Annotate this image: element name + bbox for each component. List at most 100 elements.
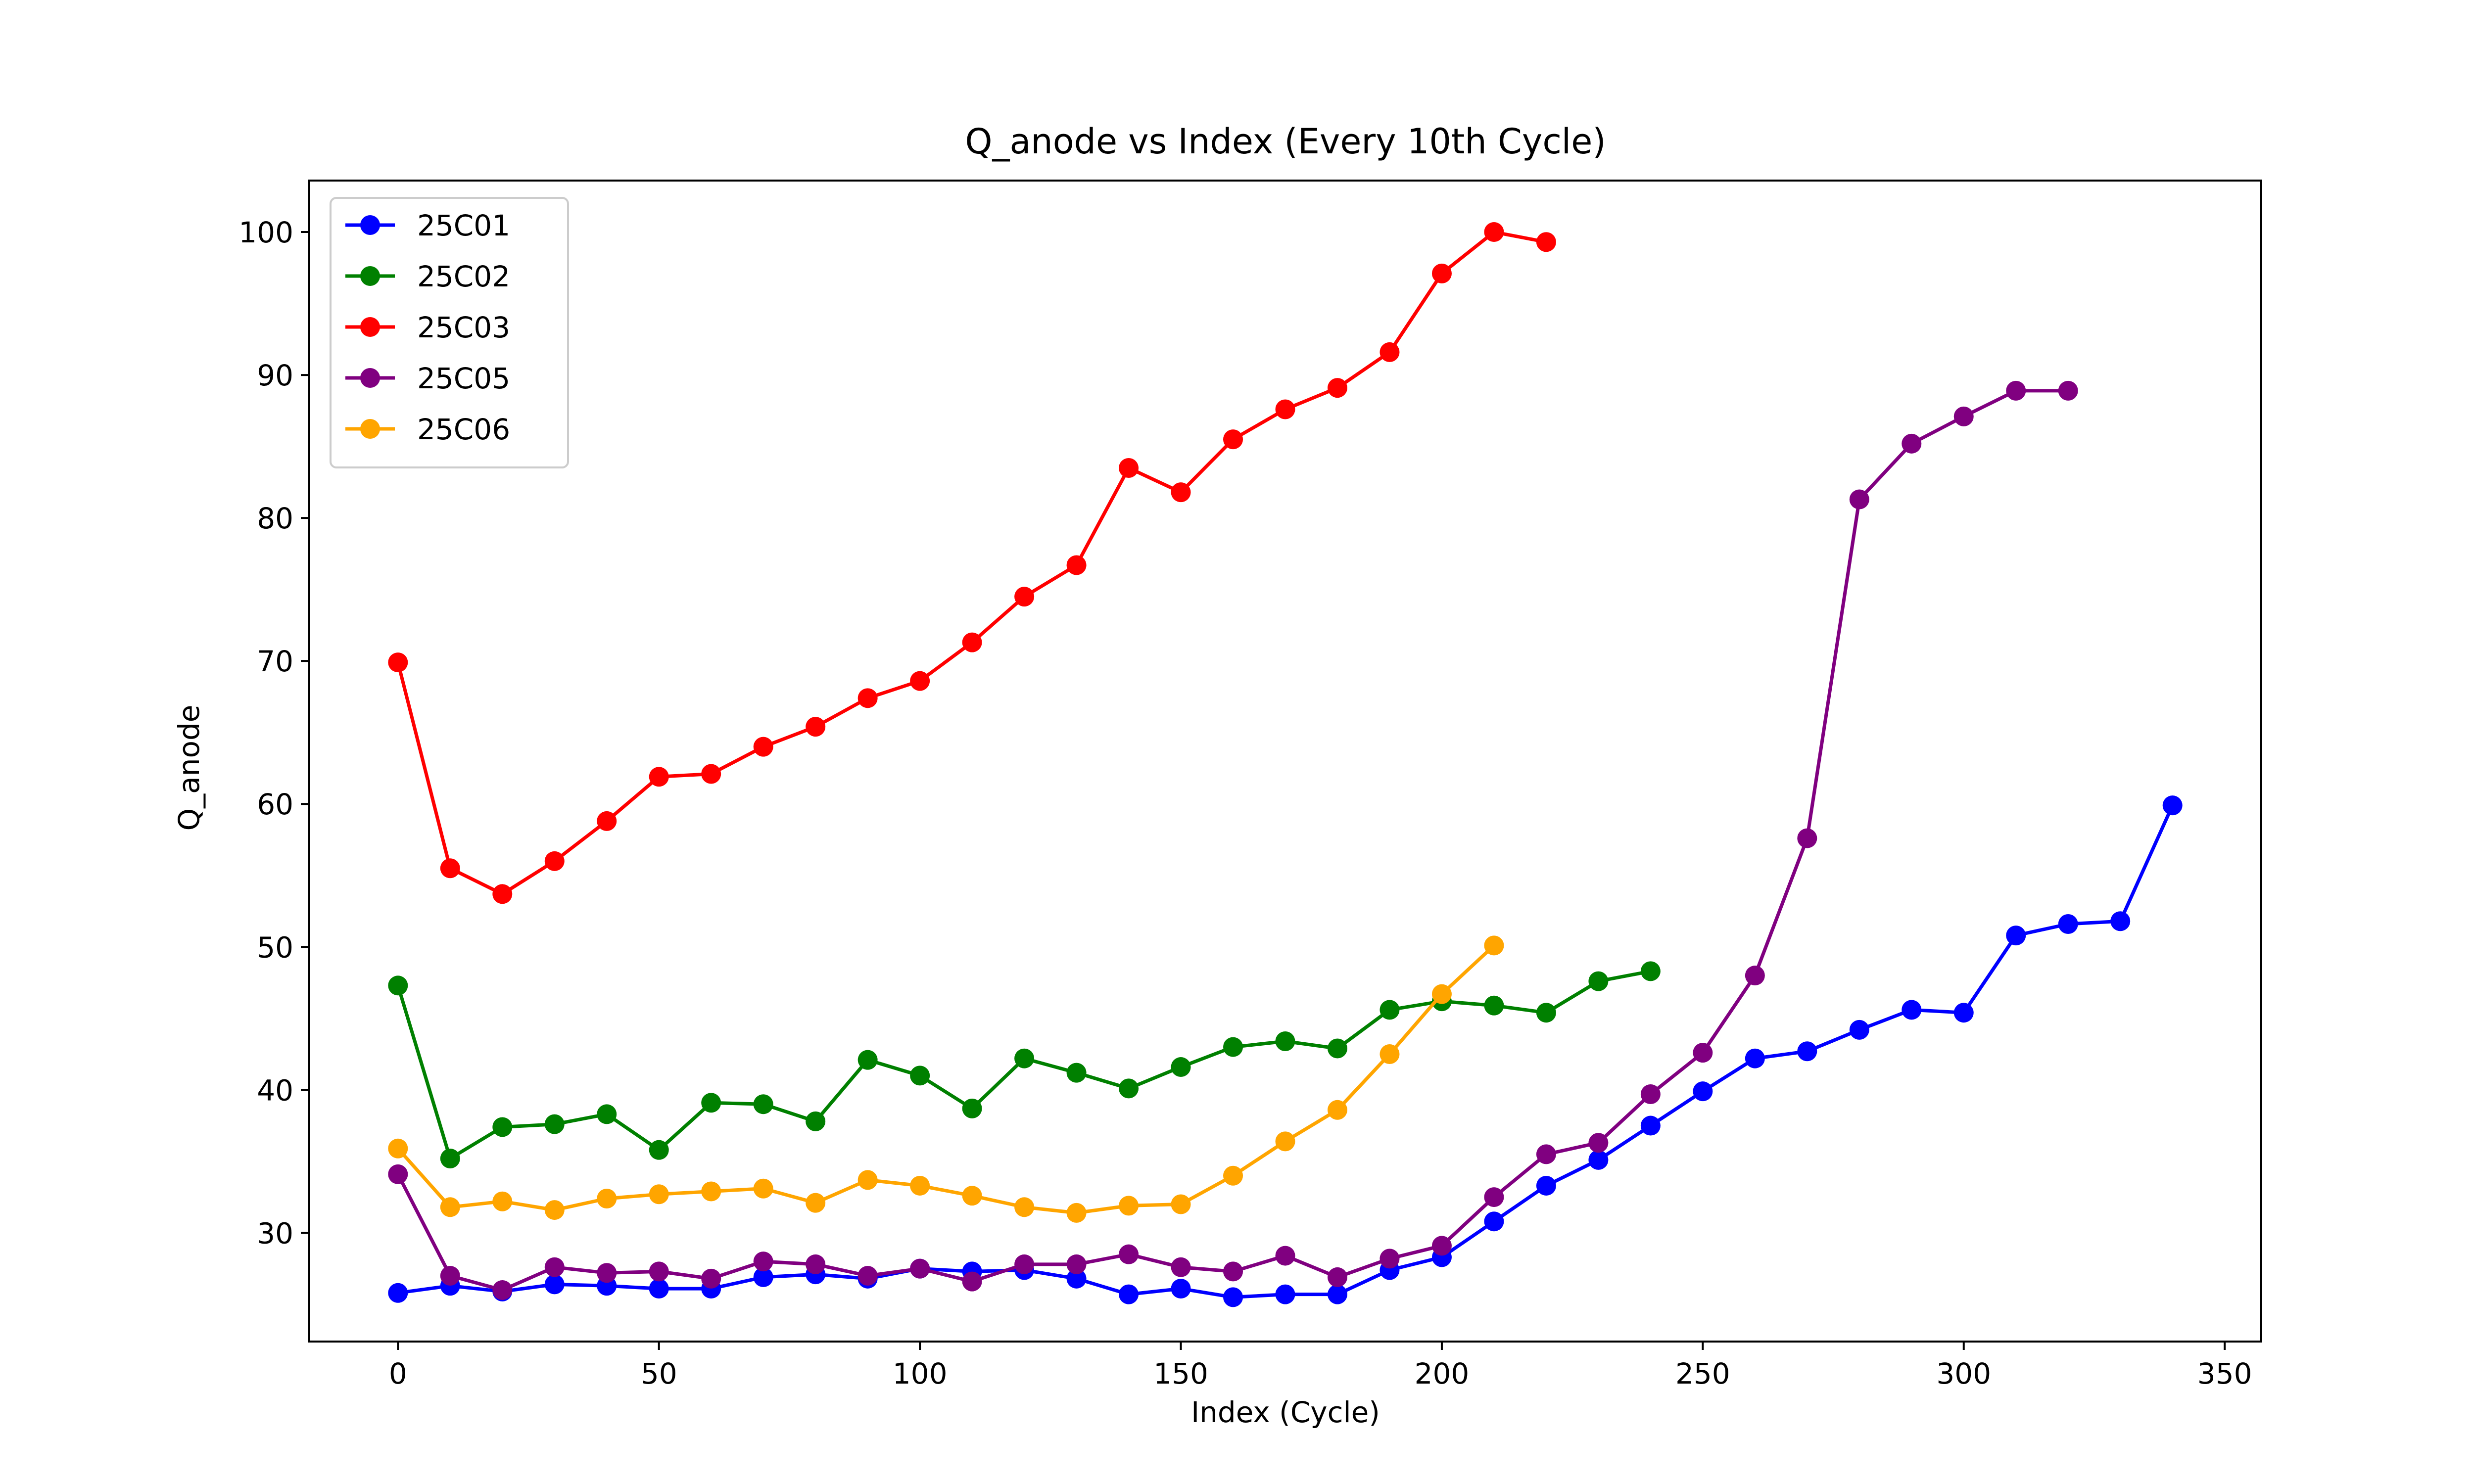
legend-box: [330, 197, 569, 468]
data-point: [649, 767, 669, 787]
data-point: [1171, 1257, 1191, 1277]
data-point: [1536, 232, 1556, 252]
data-point: [2006, 926, 2026, 946]
data-point: [1119, 458, 1139, 478]
data-point: [1171, 482, 1191, 503]
data-point: [1275, 399, 1295, 419]
data-point: [2110, 911, 2131, 931]
data-point: [1014, 1197, 1035, 1217]
data-point: [1902, 433, 1922, 454]
data-point: [1014, 1048, 1035, 1068]
data-point: [1014, 587, 1035, 607]
data-point: [1223, 1287, 1243, 1307]
data-point: [1380, 1249, 1400, 1269]
data-point: [753, 1267, 773, 1287]
legend-label: 25C05: [417, 362, 510, 395]
data-point: [1327, 378, 1347, 398]
data-point: [857, 1050, 878, 1070]
y-tick-label: 100: [238, 216, 293, 249]
data-point: [1066, 1268, 1087, 1289]
data-point: [753, 1252, 773, 1272]
data-point: [1275, 1031, 1295, 1052]
data-point: [753, 1094, 773, 1114]
data-point: [1171, 1279, 1191, 1299]
data-point: [1536, 1003, 1556, 1023]
data-point: [388, 1138, 408, 1159]
data-point: [544, 1257, 565, 1277]
y-tick-label: 30: [257, 1216, 293, 1250]
y-tick-label: 60: [257, 788, 293, 821]
data-point: [753, 737, 773, 757]
data-point: [1327, 1038, 1347, 1059]
x-tick-label: 100: [893, 1357, 948, 1391]
data-point: [1119, 1078, 1139, 1099]
data-point: [857, 688, 878, 708]
data-point: [440, 1266, 460, 1286]
data-point: [1953, 1003, 1974, 1023]
data-point: [440, 858, 460, 879]
legend-marker: [360, 266, 380, 286]
data-point: [1849, 1020, 1869, 1040]
data-point: [544, 1114, 565, 1134]
data-point: [1902, 1000, 1922, 1020]
plot-frame: [308, 180, 2262, 1343]
data-point: [544, 851, 565, 871]
data-point: [597, 811, 617, 831]
legend-marker: [360, 419, 380, 439]
data-point: [1066, 1203, 1087, 1223]
data-point: [1380, 1000, 1400, 1020]
data-point: [910, 1175, 930, 1196]
series-lines: [388, 222, 2183, 1307]
data-point: [1066, 555, 1087, 575]
data-point: [544, 1274, 565, 1295]
series-25C06: [388, 935, 1504, 1223]
x-tick-label: 300: [1936, 1357, 1991, 1391]
data-point: [492, 1280, 513, 1300]
data-point: [1484, 222, 1504, 242]
y-tick-label: 80: [257, 502, 293, 535]
data-point: [440, 1197, 460, 1217]
data-point: [1588, 971, 1609, 991]
data-point: [962, 1271, 982, 1292]
data-point: [1223, 1261, 1243, 1282]
data-point: [1171, 1057, 1191, 1077]
data-point: [1640, 1084, 1661, 1104]
data-point: [1536, 1175, 1556, 1196]
legend-label: 25C01: [417, 209, 510, 242]
x-tick-label: 200: [1415, 1357, 1470, 1391]
data-point: [1327, 1267, 1347, 1287]
data-point: [962, 1186, 982, 1206]
data-point: [1066, 1254, 1087, 1274]
legend-marker: [360, 368, 380, 388]
data-point: [649, 1140, 669, 1160]
y-tick-label: 70: [257, 645, 293, 678]
data-point: [492, 884, 513, 904]
legend-item: 25C05: [345, 362, 510, 395]
data-point: [1693, 1043, 1713, 1063]
data-point: [1797, 828, 1817, 848]
x-axis-label: Index (Cycle): [1191, 1395, 1380, 1429]
legend-label: 25C02: [417, 260, 510, 293]
y-tick-label: 90: [257, 359, 293, 392]
chart-title: Q_anode vs Index (Every 10th Cycle): [965, 121, 1606, 162]
data-point: [962, 1098, 982, 1118]
data-point: [649, 1279, 669, 1299]
data-point: [597, 1263, 617, 1283]
legend-item: 25C01: [345, 209, 510, 242]
series-25C05: [388, 380, 2078, 1300]
x-tick-label: 250: [1675, 1357, 1730, 1391]
data-point: [753, 1178, 773, 1199]
data-point: [388, 1164, 408, 1184]
data-point: [597, 1188, 617, 1208]
legend-marker: [360, 317, 380, 337]
data-point: [1484, 935, 1504, 956]
data-point: [388, 1283, 408, 1303]
data-point: [492, 1191, 513, 1211]
data-point: [2058, 914, 2078, 934]
data-point: [857, 1170, 878, 1190]
data-point: [1640, 1115, 1661, 1136]
data-point: [649, 1184, 669, 1205]
data-point: [701, 1181, 721, 1202]
data-point: [1849, 489, 1869, 510]
data-point: [1953, 406, 1974, 426]
